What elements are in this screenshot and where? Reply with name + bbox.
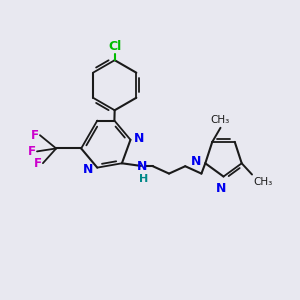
Text: N: N — [216, 182, 226, 195]
Text: CH₃: CH₃ — [254, 177, 273, 187]
Text: F: F — [28, 145, 35, 158]
Text: Cl: Cl — [108, 40, 121, 53]
Text: CH₃: CH₃ — [211, 116, 230, 125]
Text: N: N — [137, 160, 148, 173]
Text: N: N — [83, 163, 94, 176]
Text: H: H — [140, 175, 148, 184]
Text: F: F — [33, 157, 41, 170]
Text: F: F — [31, 129, 38, 142]
Text: N: N — [134, 132, 144, 145]
Text: N: N — [190, 155, 201, 168]
